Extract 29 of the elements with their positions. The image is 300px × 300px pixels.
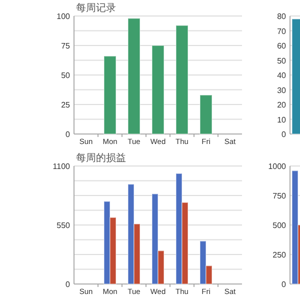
y-tick-label: 750 [272, 192, 287, 200]
y-tick-label: 70 [277, 26, 287, 36]
y-tick-label: 75 [61, 42, 71, 50]
y-tick-label: 550 [56, 221, 71, 230]
bar [200, 94, 212, 134]
y-tick-label: 1100 [52, 162, 71, 171]
y-tick-label: 20 [277, 100, 287, 110]
bar [176, 24, 188, 134]
y-tick-label: 50 [277, 56, 287, 66]
y-tick-label: 100 [56, 12, 71, 21]
y-tick-label: 1000 [268, 162, 287, 171]
y-tick-label: 10 [277, 115, 287, 124]
y-tick-label: 500 [272, 221, 287, 230]
y-tick-label: 250 [272, 250, 287, 260]
y-tick-label: 0 [66, 130, 71, 139]
y-tick-label: 40 [277, 71, 287, 80]
y-tick-label: 25 [61, 100, 71, 110]
chart-title: 每周的损益 [76, 152, 126, 164]
y-tick-label: 0 [282, 280, 287, 289]
chart-title: 每周记录 [76, 2, 116, 14]
y-tick-label: 60 [277, 42, 287, 50]
y-tick-label: 80 [277, 12, 287, 21]
y-tick-label: 50 [61, 71, 71, 80]
y-tick-label: 0 [66, 280, 71, 289]
y-tick-label: 30 [277, 86, 287, 95]
bar [152, 45, 164, 134]
bar [128, 18, 140, 134]
y-tick-label: 0 [282, 130, 287, 139]
bar [104, 56, 116, 134]
